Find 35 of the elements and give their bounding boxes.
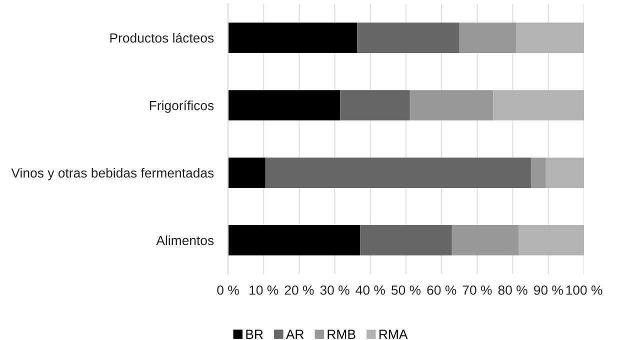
legend-label: AR — [286, 330, 304, 339]
y-tick-label: Vinos y otras bebidas fermentadas — [11, 168, 214, 180]
x-tick-label: 70 % — [462, 285, 492, 295]
bar — [546, 158, 584, 188]
x-tick-label: 20 % — [284, 285, 314, 295]
x-tick-label: 40 % — [356, 285, 385, 295]
y-tick-label: Alimentos — [156, 235, 214, 246]
bar — [493, 90, 584, 120]
legend-label: BR — [246, 330, 263, 339]
bar — [228, 158, 266, 188]
bar — [530, 158, 546, 188]
bar — [516, 22, 584, 53]
legend-label: RMB — [328, 330, 356, 339]
bar — [452, 225, 519, 256]
bar — [228, 90, 340, 120]
x-tick-label: 100 % — [566, 285, 602, 295]
bar — [410, 90, 494, 120]
x-tick-label: 10 % — [250, 285, 278, 295]
bar — [228, 22, 358, 53]
bar — [360, 225, 452, 256]
bar — [459, 22, 516, 53]
x-tick-label: 0 % — [217, 285, 239, 295]
x-tick-label: 90 % — [534, 285, 563, 295]
bar — [357, 22, 460, 53]
y-tick-label: Productos lácteos — [110, 32, 214, 43]
x-tick-label: 50 % — [391, 285, 421, 295]
bar — [265, 158, 531, 188]
bar — [518, 225, 584, 256]
bar — [340, 90, 410, 120]
y-tick-label: Frigoríficos — [150, 100, 214, 113]
x-tick-label: 80 % — [498, 285, 528, 295]
bar — [228, 225, 360, 256]
x-tick-label: 30 % — [320, 285, 350, 295]
x-tick-label: 60 % — [427, 285, 456, 295]
legend-label: RMA — [380, 330, 408, 339]
